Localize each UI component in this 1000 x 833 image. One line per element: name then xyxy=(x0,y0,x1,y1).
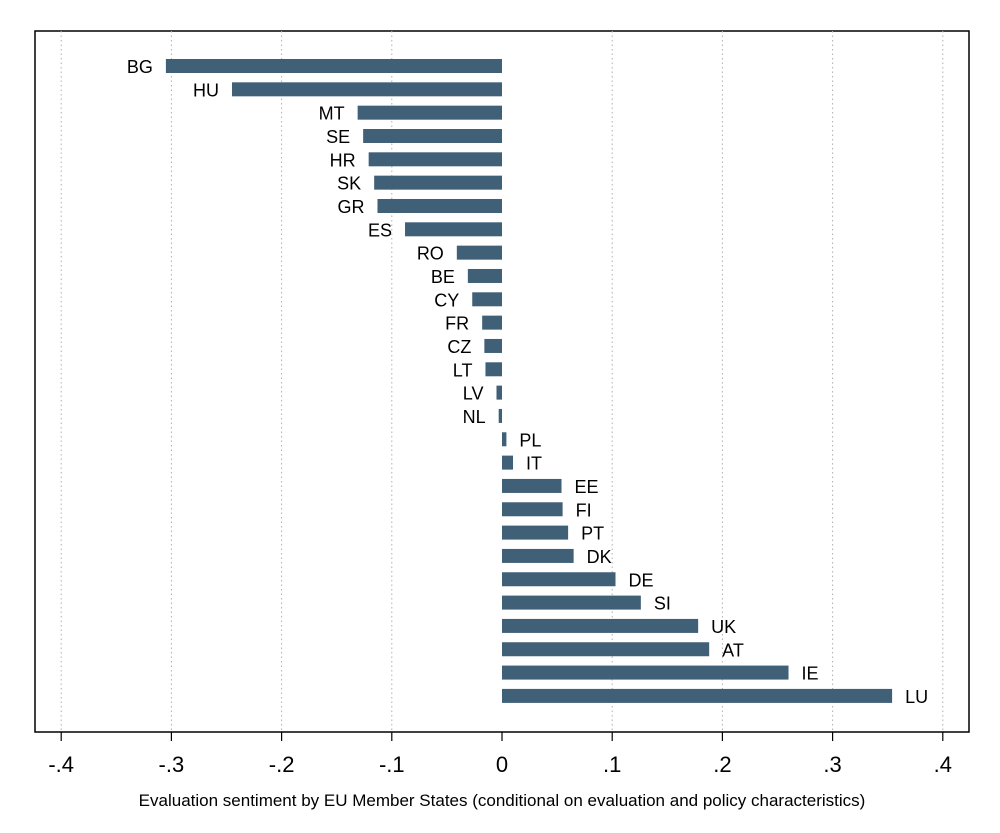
bar-lu xyxy=(502,688,893,703)
bar-label-hr: HR xyxy=(330,150,356,170)
bar-lv xyxy=(496,385,502,400)
bar-label-mt: MT xyxy=(319,104,345,124)
bar-hr xyxy=(368,152,502,167)
bar-label-fi: FI xyxy=(576,500,592,520)
bar-label-it: IT xyxy=(526,454,542,474)
bar-label-gr: GR xyxy=(337,197,364,217)
bar-label-lv: LV xyxy=(463,384,484,404)
bar-label-se: SE xyxy=(326,127,350,147)
x-axis: -.4 -.3 -.2 -.1 0 .1 .2 .3 .4 xyxy=(48,732,952,777)
bar-de xyxy=(502,572,616,587)
bar-be xyxy=(467,268,502,283)
bar-label-be: BE xyxy=(431,267,455,287)
x-tick-label: .3 xyxy=(823,752,841,777)
bar-label-pl: PL xyxy=(519,430,541,450)
bar-uk xyxy=(502,618,699,633)
bar-label-ro: RO xyxy=(417,244,444,264)
bar-hu xyxy=(232,82,502,97)
bar-gr xyxy=(377,198,502,213)
bar-ro xyxy=(456,245,502,260)
bar-at xyxy=(502,642,710,657)
bar-pt xyxy=(502,525,569,540)
bar-label-nl: NL xyxy=(463,407,486,427)
bar-label-pt: PT xyxy=(581,524,604,544)
x-tick-label: 0 xyxy=(496,752,508,777)
x-axis-title: Evaluation sentiment by EU Member States… xyxy=(139,791,866,810)
x-tick-label: .1 xyxy=(603,752,621,777)
bar-label-cz: CZ xyxy=(447,337,471,357)
bar-ee xyxy=(502,478,562,493)
bar-label-uk: UK xyxy=(711,617,736,637)
bar-label-sk: SK xyxy=(337,174,361,194)
bar-label-dk: DK xyxy=(587,547,612,567)
bar-mt xyxy=(357,105,502,120)
bar-bg xyxy=(165,59,502,73)
bar-it xyxy=(502,455,514,470)
bar-es xyxy=(405,222,502,237)
bars xyxy=(165,59,893,703)
bar-label-cy: CY xyxy=(434,290,459,310)
x-tick-label: -.3 xyxy=(159,752,185,777)
bar-label-lt: LT xyxy=(453,360,473,380)
bar-label-de: DE xyxy=(629,570,654,590)
bar-label-at: AT xyxy=(722,640,744,660)
bar-nl xyxy=(498,408,502,423)
x-tick-label: -.2 xyxy=(269,752,295,777)
bar-se xyxy=(363,128,502,143)
bar-label-fr: FR xyxy=(445,314,469,334)
bar-fr xyxy=(482,315,502,330)
x-tick-label: .4 xyxy=(934,752,952,777)
bar-label-si: SI xyxy=(654,594,671,614)
bar-label-bg: BG xyxy=(127,57,153,77)
x-tick-label: -.1 xyxy=(379,752,405,777)
x-tick-label: .2 xyxy=(713,752,731,777)
bar-pl xyxy=(502,432,507,447)
bar-label-es: ES xyxy=(368,220,392,240)
bar-ie xyxy=(502,665,789,680)
bar-label-ee: EE xyxy=(575,477,599,497)
bar-cz xyxy=(484,338,502,353)
bar-label-ie: IE xyxy=(802,664,819,684)
bar-fi xyxy=(502,502,563,517)
x-tick-label: -.4 xyxy=(48,752,74,777)
bar-label-hu: HU xyxy=(193,80,219,100)
bar-cy xyxy=(472,292,502,307)
bar-si xyxy=(502,595,641,610)
bar-lt xyxy=(485,362,502,377)
bar-label-lu: LU xyxy=(905,687,928,707)
bar-dk xyxy=(502,548,574,563)
bar-sk xyxy=(374,175,502,190)
